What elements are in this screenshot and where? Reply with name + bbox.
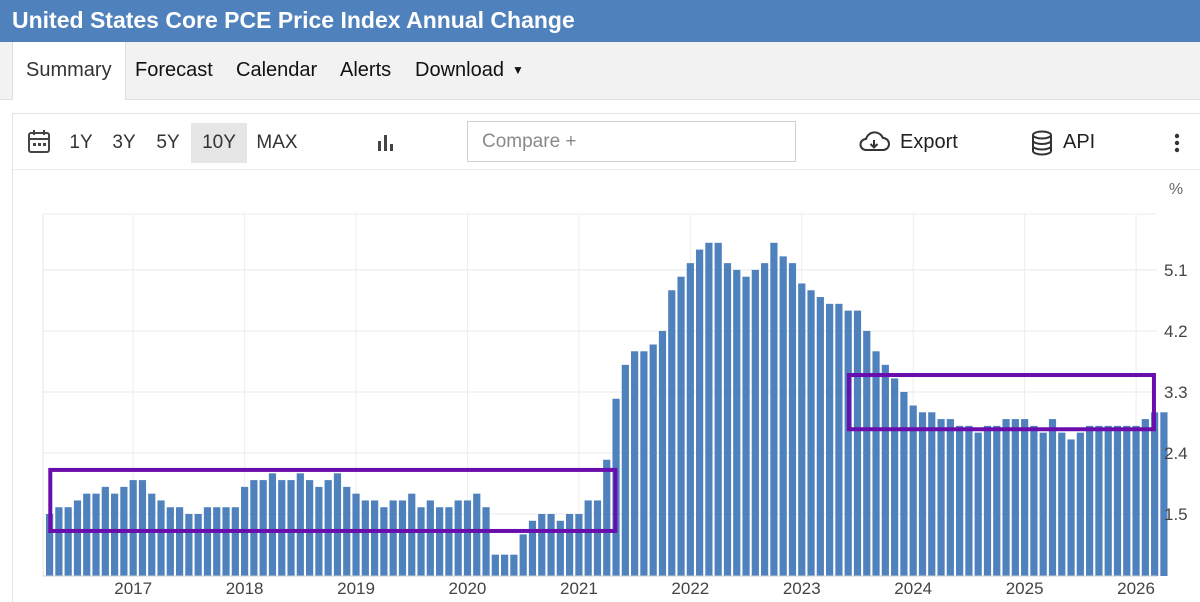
range-10y-button[interactable]: 10Y: [191, 123, 247, 163]
page-title: United States Core PCE Price Index Annua…: [0, 0, 1200, 42]
more-options-icon[interactable]: [1171, 132, 1183, 159]
tab-download-label: Download: [415, 59, 504, 81]
api-button[interactable]: API: [1063, 131, 1096, 153]
tab-download[interactable]: Download ▼: [415, 42, 524, 99]
tab-forecast[interactable]: Forecast: [135, 59, 213, 81]
range-3y-button[interactable]: 3Y: [112, 132, 136, 153]
calendar-icon[interactable]: [27, 129, 51, 160]
chevron-down-icon: ▼: [511, 63, 524, 78]
chart-panel: 1Y 3Y 5Y 10Y MAX Export: [12, 113, 1200, 602]
range-max-button[interactable]: MAX: [256, 132, 298, 153]
range-1y-button[interactable]: 1Y: [69, 132, 93, 153]
chart-type-icon[interactable]: [375, 132, 397, 159]
tab-alerts[interactable]: Alerts: [340, 59, 392, 81]
tab-summary[interactable]: Summary: [12, 42, 126, 100]
tab-calendar[interactable]: Calendar: [236, 59, 318, 81]
cloud-download-icon[interactable]: [858, 130, 890, 159]
chart-toolbar: 1Y 3Y 5Y 10Y MAX Export: [13, 114, 1200, 170]
export-button[interactable]: Export: [900, 131, 958, 153]
tab-bar: Summary Forecast Calendar Alerts Downloa…: [0, 42, 1200, 100]
database-icon[interactable]: [1031, 130, 1053, 161]
range-5y-button[interactable]: 5Y: [156, 132, 180, 153]
compare-input[interactable]: [467, 121, 796, 162]
